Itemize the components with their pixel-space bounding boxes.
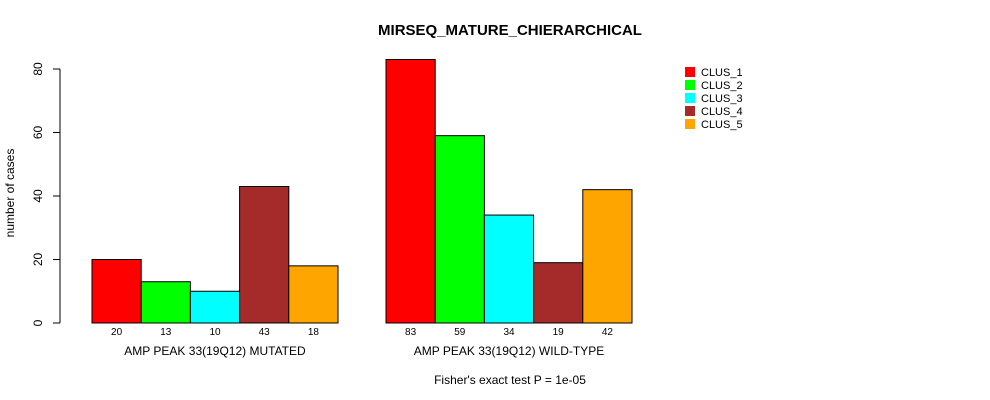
- bar-clus-1-group-2: [385, 58, 436, 324]
- bar-clus-2-group-2: [434, 135, 485, 324]
- bar-value-label: 59: [454, 327, 466, 338]
- bar-value-label: 43: [259, 327, 271, 338]
- bar-value-label: 10: [209, 327, 221, 338]
- group-labels: AMP PEAK 33(19Q12) MUTATED AMP PEAK 33(19…: [124, 344, 604, 358]
- legend-swatch: [685, 80, 695, 90]
- footnote: Fisher's exact test P = 1e-05: [434, 373, 586, 387]
- y-tick-label: 60: [31, 126, 45, 140]
- bar-clus-2-group-1: [140, 281, 191, 324]
- legend-swatch: [685, 119, 695, 129]
- y-tick-label: 0: [31, 319, 45, 326]
- legend-swatch: [685, 93, 695, 103]
- y-tick-label: 20: [31, 253, 45, 267]
- bar-value-label: 13: [160, 327, 172, 338]
- bar-clus-3-group-2: [483, 214, 535, 324]
- bars: [91, 58, 633, 324]
- bar-value-label: 18: [308, 327, 320, 338]
- bar-value-label: 20: [111, 327, 123, 338]
- bar-value-label: 83: [405, 327, 417, 338]
- y-axis-ticks: 0 20 40 60 80: [31, 62, 60, 326]
- legend-label: CLUS_1: [701, 67, 743, 79]
- legend-label: CLUS_3: [701, 93, 743, 105]
- legend-swatch: [685, 67, 695, 77]
- legend-label: CLUS_2: [701, 80, 743, 92]
- bar-clus-1-group-1: [91, 259, 142, 324]
- group-label: AMP PEAK 33(19Q12) WILD-TYPE: [414, 344, 605, 358]
- bar-value-label: 34: [503, 327, 515, 338]
- legend-swatch: [685, 106, 695, 116]
- bar-clus-3-group-1: [189, 290, 241, 324]
- group-label: AMP PEAK 33(19Q12) MUTATED: [124, 344, 306, 358]
- bar-clus-4-group-1: [239, 185, 290, 324]
- chart-title: MIRSEQ_MATURE_CHIERARCHICAL: [378, 22, 642, 39]
- bar-clus-5-group-2: [582, 189, 633, 324]
- y-tick-label: 40: [31, 189, 45, 203]
- y-tick-label: 80: [31, 62, 45, 76]
- bar-value-labels: 20 13 10 43 18 83 59 34 19 42: [111, 327, 613, 338]
- bar-clus-5-group-1: [288, 265, 339, 324]
- legend-label: CLUS_5: [701, 119, 743, 131]
- y-axis-label: number of cases: [3, 149, 17, 238]
- bar-clus-4-group-2: [533, 262, 584, 324]
- legend-label: CLUS_4: [701, 106, 743, 118]
- bar-value-label: 42: [602, 327, 614, 338]
- bar-value-label: 19: [553, 327, 565, 338]
